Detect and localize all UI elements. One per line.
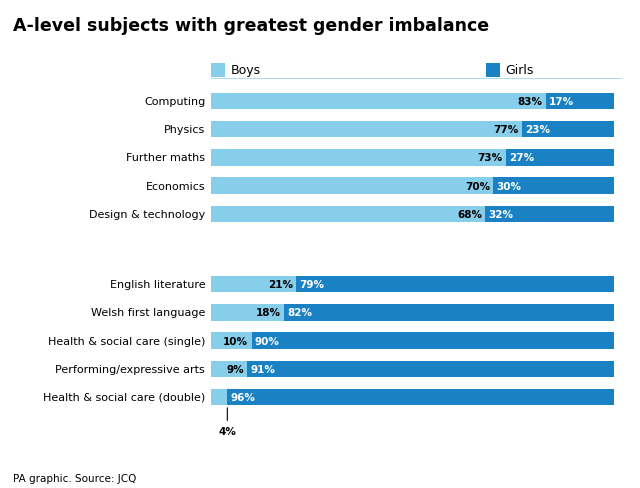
Text: 96%: 96%	[230, 392, 255, 402]
Text: PA graphic. Source: JCQ: PA graphic. Source: JCQ	[13, 473, 136, 483]
Bar	[248, 361, 614, 377]
Text: 90%: 90%	[255, 336, 280, 346]
Text: Physics: Physics	[164, 125, 205, 135]
Bar	[506, 150, 614, 166]
Bar	[211, 206, 485, 223]
Text: Boys: Boys	[230, 64, 260, 77]
Text: 77%: 77%	[493, 125, 518, 135]
Bar	[284, 305, 614, 321]
Text: 17%: 17%	[549, 97, 574, 107]
Text: 21%: 21%	[268, 280, 292, 289]
Text: Welsh first language: Welsh first language	[91, 308, 205, 318]
Text: 32%: 32%	[488, 209, 514, 219]
Text: 68%: 68%	[457, 209, 482, 219]
Text: 82%: 82%	[287, 308, 312, 318]
Text: Economics: Economics	[145, 181, 205, 191]
Bar	[252, 333, 614, 349]
Bar	[211, 389, 227, 405]
Text: Design & technology: Design & technology	[89, 209, 205, 219]
Text: 30%: 30%	[497, 181, 522, 191]
Text: 27%: 27%	[509, 153, 534, 163]
Bar	[211, 305, 284, 321]
Text: Health & social care (double): Health & social care (double)	[43, 392, 205, 402]
Text: 18%: 18%	[255, 308, 280, 318]
Bar	[485, 206, 614, 223]
Text: 4%: 4%	[218, 408, 236, 436]
Bar	[211, 276, 296, 293]
Text: 70%: 70%	[465, 181, 490, 191]
Text: 83%: 83%	[518, 97, 543, 107]
Bar	[493, 178, 614, 194]
Bar	[296, 276, 614, 293]
Bar	[211, 94, 546, 110]
Text: A-level subjects with greatest gender imbalance: A-level subjects with greatest gender im…	[13, 17, 489, 35]
Bar	[211, 122, 522, 138]
Bar	[211, 361, 248, 377]
Bar	[227, 389, 614, 405]
Bar	[522, 122, 614, 138]
Text: 23%: 23%	[525, 125, 550, 135]
Text: English literature: English literature	[109, 280, 205, 289]
Text: 10%: 10%	[223, 336, 248, 346]
Text: 91%: 91%	[251, 364, 276, 374]
Bar	[211, 150, 506, 166]
Text: Further maths: Further maths	[126, 153, 205, 163]
Text: Computing: Computing	[144, 97, 205, 107]
Text: Health & social care (single): Health & social care (single)	[48, 336, 205, 346]
Bar	[211, 333, 252, 349]
Text: Performing/expressive arts: Performing/expressive arts	[56, 364, 205, 374]
Text: 79%: 79%	[299, 280, 324, 289]
Text: 9%: 9%	[227, 364, 244, 374]
Text: Girls: Girls	[506, 64, 534, 77]
Text: 73%: 73%	[477, 153, 502, 163]
Bar	[211, 178, 493, 194]
Bar	[546, 94, 614, 110]
